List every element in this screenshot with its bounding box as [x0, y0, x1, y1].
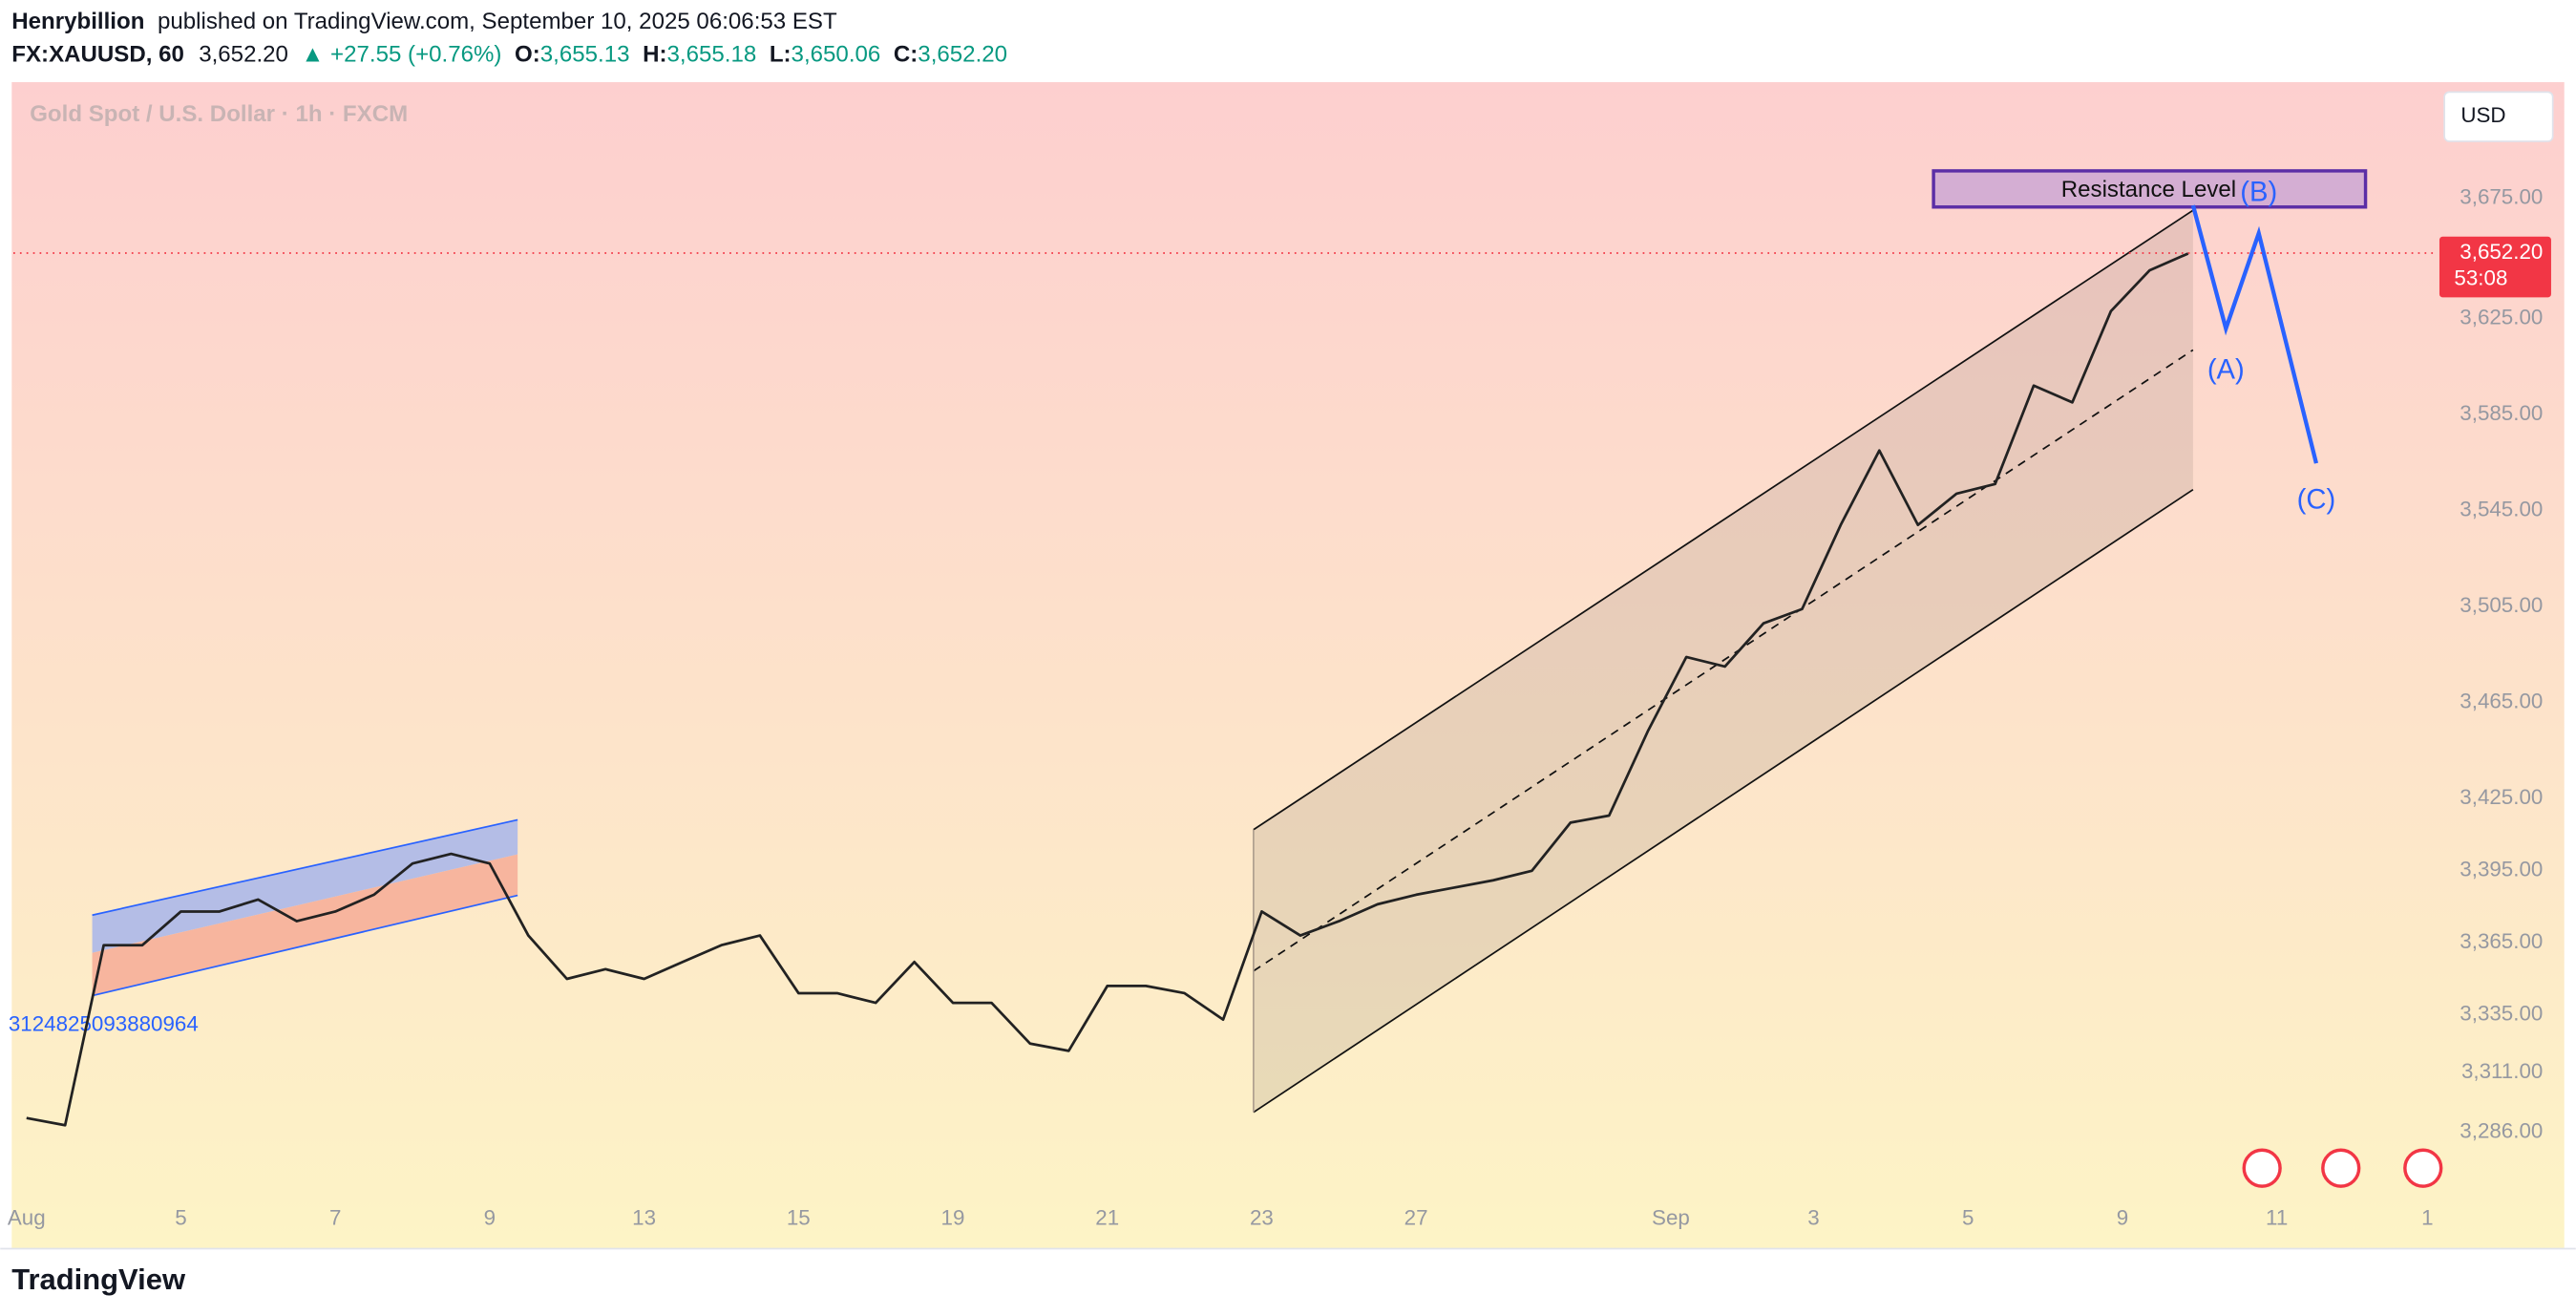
y-tick-label: 3,395.00: [2460, 858, 2543, 881]
x-tick-label: 21: [1095, 1205, 1119, 1229]
author: Henrybillion: [11, 9, 144, 34]
drawing-id: 3124825093880964: [9, 1011, 199, 1035]
c: 3,652.20: [918, 42, 1007, 68]
y-tick-label: 3,286.00: [2460, 1119, 2543, 1143]
channel-line: [1253, 209, 2194, 831]
currency-button[interactable]: [2443, 91, 2554, 142]
event-icons: [2242, 1148, 2443, 1188]
channel-line: [1253, 488, 2194, 1114]
event-icon[interactable]: [2403, 1148, 2443, 1188]
channel-upper: [92, 819, 518, 953]
y-tick-label: 3,425.00: [2460, 785, 2543, 809]
chart-title: Gold Spot / U.S. Dollar · 1h · FXCM: [30, 101, 408, 127]
o-label: O:: [515, 42, 540, 68]
price-line: [26, 252, 2189, 1127]
event-icon[interactable]: [2242, 1148, 2282, 1188]
x-tick-label: 9: [2117, 1205, 2128, 1229]
event-icon[interactable]: [2321, 1148, 2361, 1188]
y-tick-label: 3,625.00: [2460, 305, 2543, 329]
x-tick-label: 1: [2421, 1205, 2433, 1229]
y-tick-label: 3,675.00: [2460, 185, 2543, 209]
ticker-line: FX:XAUUSD, 60 3,652.20 ▲ +27.55 (+0.76%)…: [11, 42, 1007, 68]
y-tick-label: 3,335.00: [2460, 1002, 2543, 1026]
l-label: L:: [770, 42, 792, 68]
x-tick-label: 5: [1962, 1205, 1974, 1229]
y-tick-label: 3,545.00: [2460, 497, 2543, 520]
x-tick-label: 5: [175, 1205, 186, 1229]
wave-path: [2190, 204, 2319, 464]
channel-line: [92, 818, 518, 917]
wave-label: (C): [2297, 484, 2336, 515]
x-tick-label: 23: [1250, 1205, 1274, 1229]
h: 3,655.18: [667, 42, 757, 68]
x-tick-label: 19: [941, 1205, 965, 1229]
x-tick-label: 7: [329, 1205, 341, 1229]
y-tick-label: 3,505.00: [2460, 593, 2543, 617]
y-tick-label: 3,311.00: [2461, 1059, 2543, 1083]
symbol: FX:XAUUSD, 60: [11, 42, 184, 68]
x-tick-label: Aug: [8, 1205, 46, 1229]
resistance-label: Resistance Level: [2061, 177, 2236, 202]
price-tag-value: 3,652.20: [2460, 240, 2543, 264]
channel-mid: [1253, 349, 2194, 972]
x-tick-label: 3: [1807, 1205, 1819, 1229]
x-tick-label: 27: [1404, 1205, 1428, 1229]
x-tick-label: 15: [787, 1205, 811, 1229]
currency: USD: [2460, 103, 2505, 127]
change: ▲ +27.55 (+0.76%): [302, 42, 502, 68]
x-tick-label: 13: [632, 1205, 656, 1229]
plot-background: [11, 82, 2565, 1249]
c-label: C:: [894, 42, 918, 68]
price-tag: [2439, 236, 2551, 298]
o: 3,655.13: [540, 42, 630, 68]
channel-line: [92, 894, 518, 997]
x-tick-label: 9: [484, 1205, 496, 1229]
wave-label: (A): [2207, 355, 2245, 386]
header-line: Henrybillion published on TradingView.co…: [11, 9, 837, 34]
wave-label: (B): [2240, 178, 2277, 208]
resistance-box: [1932, 169, 2368, 209]
y-tick-label: 3,585.00: [2460, 401, 2543, 425]
channel-lower: [92, 854, 518, 996]
price-tag-countdown: 53:08: [2454, 265, 2507, 289]
published: published on TradingView.com, September …: [158, 9, 837, 34]
l: 3,650.06: [792, 42, 881, 68]
x-tick-label: 11: [2266, 1205, 2288, 1229]
y-tick-label: 3,465.00: [2460, 690, 2543, 713]
brand: TradingView: [11, 1263, 186, 1296]
y-tick-label: 3,365.00: [2460, 929, 2543, 953]
last: 3,652.20: [199, 42, 288, 68]
x-tick-label: Sep: [1652, 1205, 1690, 1229]
h-label: H:: [643, 42, 666, 68]
